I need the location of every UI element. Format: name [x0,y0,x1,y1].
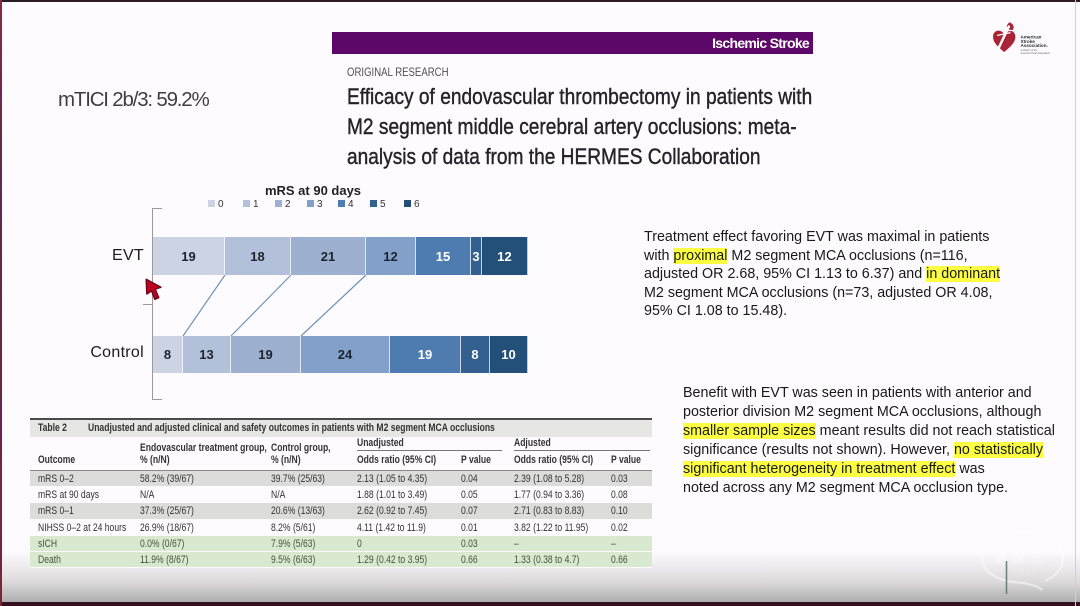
svg-text:脑医汇: 脑医汇 [994,550,1048,566]
svg-text:BRAINMED: BRAINMED [994,568,1038,573]
svg-text:American Heart Association.: American Heart Association. [1021,52,1051,55]
svg-text:a division of the: a division of the [1021,49,1038,52]
svg-text:Association.: Association. [1021,43,1048,48]
svg-text:American: American [1021,35,1042,40]
svg-text:Stroke: Stroke [1021,39,1036,44]
